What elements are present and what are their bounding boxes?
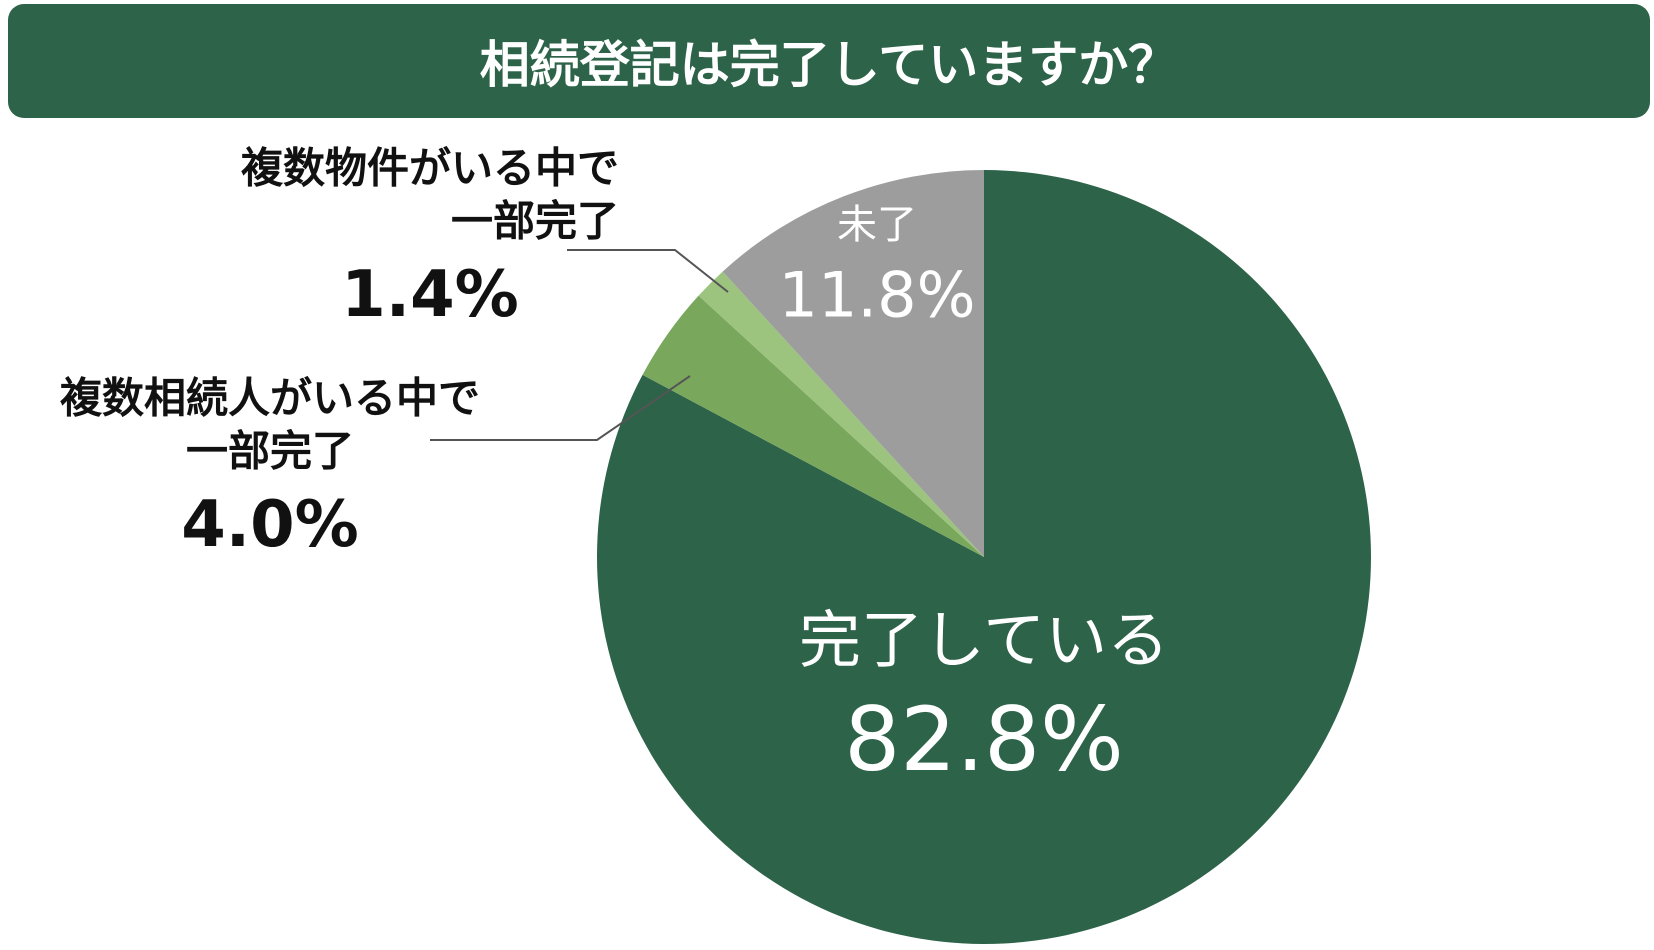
value-label: 82.8% xyxy=(844,688,1124,791)
leader-line xyxy=(430,375,691,441)
slice-label: 複数物件がいる中で 一部完了 xyxy=(240,143,620,246)
slice-label: 完了している xyxy=(798,603,1170,677)
slice-label: 複数相続人がいる中で 一部完了 xyxy=(59,373,481,476)
leader-line xyxy=(567,249,729,293)
pie-slice xyxy=(642,295,984,557)
pie-slice xyxy=(722,170,984,557)
pie xyxy=(596,170,1372,944)
pie-slice xyxy=(698,271,984,557)
value-label: 11.8% xyxy=(778,258,976,332)
value-label: 1.4% xyxy=(341,258,519,332)
chart-title: 相続登記は完了していますか？ xyxy=(8,4,1650,118)
slice-label: 未了 xyxy=(837,202,917,248)
value-label: 4.0% xyxy=(181,488,359,562)
